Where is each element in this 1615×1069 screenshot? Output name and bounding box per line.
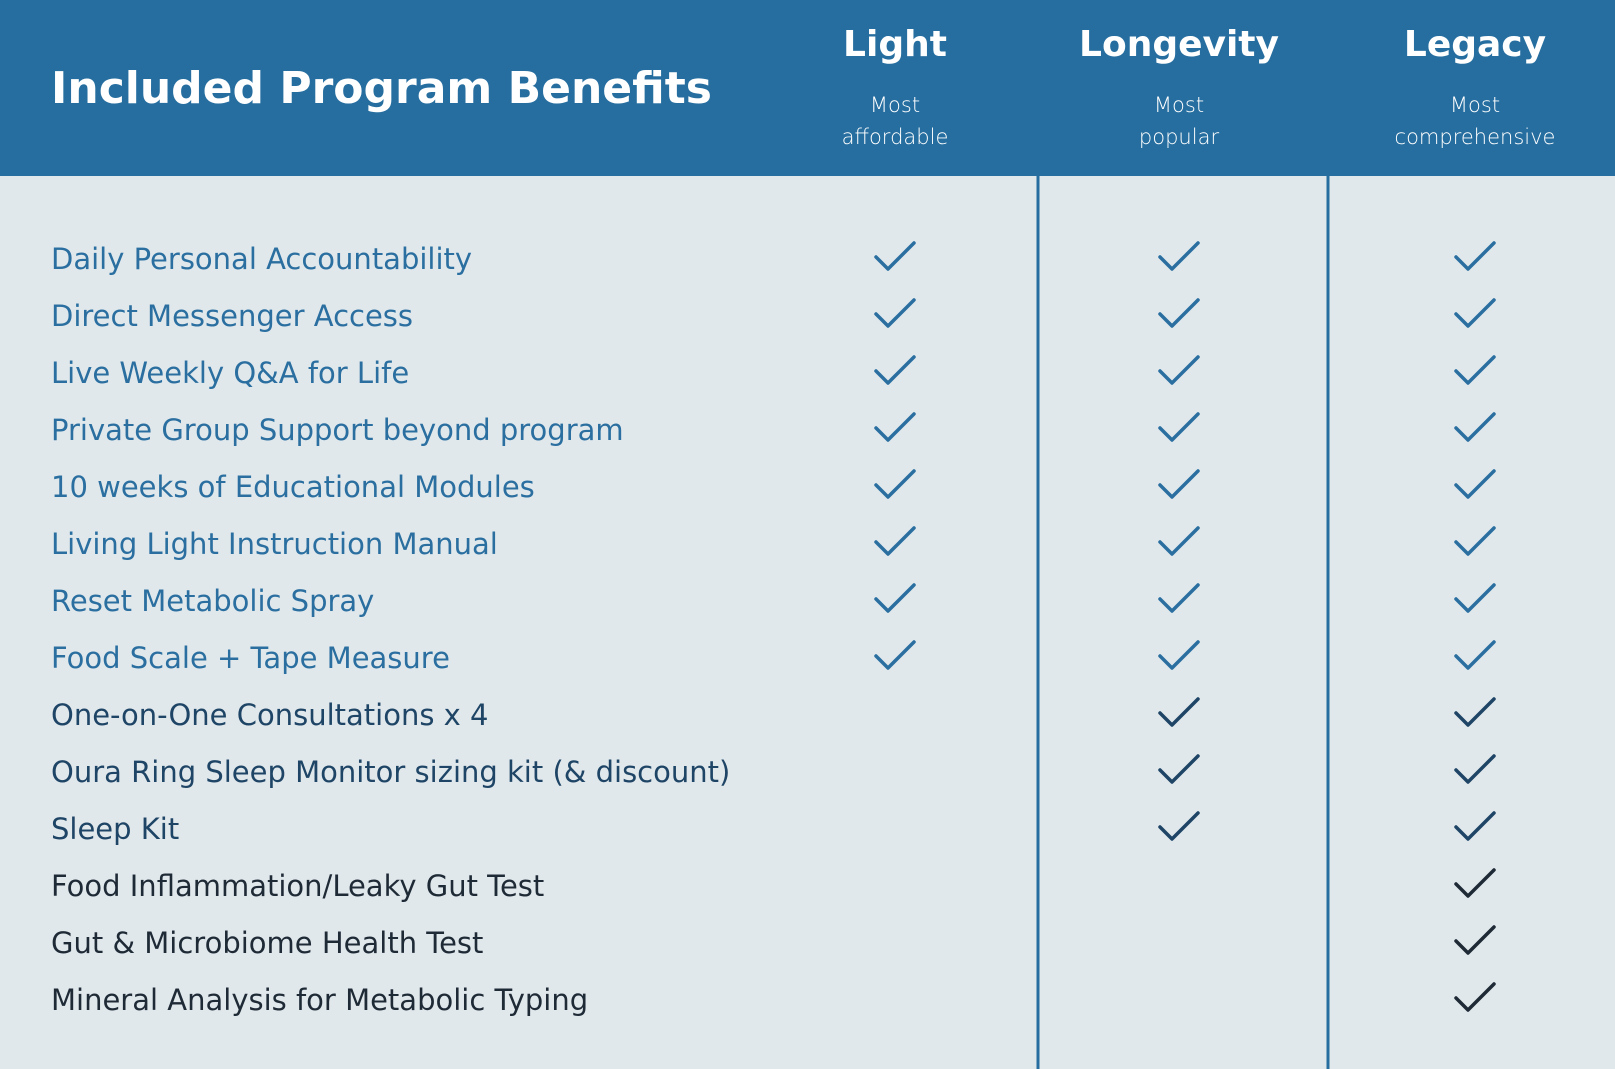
check	[874, 469, 916, 499]
check	[1454, 811, 1496, 841]
check	[874, 583, 916, 613]
plan-name: Light	[843, 24, 947, 65]
benefit-label: Gut & Microbiome Health Test	[51, 926, 483, 960]
check	[1454, 640, 1496, 670]
check	[1454, 982, 1496, 1012]
check	[1158, 355, 1200, 385]
check	[1454, 412, 1496, 442]
plan-subtitle: affordable	[842, 125, 949, 149]
benefit-label: Daily Personal Accountability	[51, 242, 472, 276]
check	[874, 298, 916, 328]
benefit-label: Sleep Kit	[51, 812, 179, 846]
check	[1454, 298, 1496, 328]
check	[1454, 868, 1496, 898]
benefit-label: Private Group Support beyond program	[51, 413, 624, 447]
benefit-label: Oura Ring Sleep Monitor sizing kit (& di…	[51, 755, 730, 789]
benefit-label: Food Scale + Tape Measure	[51, 641, 450, 675]
check	[1158, 640, 1200, 670]
check	[1158, 526, 1200, 556]
check	[1454, 526, 1496, 556]
plan-subtitle: popular	[1139, 125, 1220, 149]
check	[874, 640, 916, 670]
benefit-label: 10 weeks of Educational Modules	[51, 470, 535, 504]
check	[874, 412, 916, 442]
header-bar	[0, 0, 1615, 176]
check	[1158, 241, 1200, 271]
check	[1454, 583, 1496, 613]
check	[1454, 241, 1496, 271]
check	[1158, 469, 1200, 499]
plan-name: Longevity	[1079, 24, 1279, 65]
check	[874, 241, 916, 271]
header-title: Included Program Benefits	[51, 63, 712, 114]
check	[1454, 469, 1496, 499]
benefit-label: Living Light Instruction Manual	[51, 527, 498, 561]
check	[1454, 754, 1496, 784]
plan-subtitle: Most	[870, 93, 920, 117]
check	[1454, 697, 1496, 727]
check	[1158, 811, 1200, 841]
check	[1158, 583, 1200, 613]
check	[874, 526, 916, 556]
plan-subtitle: Most	[1450, 93, 1500, 117]
plan-name: Legacy	[1404, 24, 1546, 65]
check	[1158, 754, 1200, 784]
check	[874, 355, 916, 385]
benefit-label: Direct Messenger Access	[51, 299, 413, 333]
benefit-label: One-on-One Consultations x 4	[51, 698, 488, 732]
check	[1454, 355, 1496, 385]
check	[1158, 298, 1200, 328]
benefit-label: Live Weekly Q&A for Life	[51, 356, 409, 390]
plan-subtitle: Most	[1154, 93, 1204, 117]
plan-subtitle: comprehensive	[1395, 125, 1556, 149]
benefit-label: Reset Metabolic Spray	[51, 584, 374, 618]
benefit-label: Mineral Analysis for Metabolic Typing	[51, 983, 588, 1017]
benefit-label: Food Inflammation/Leaky Gut Test	[51, 869, 544, 903]
check	[1158, 697, 1200, 727]
check	[1158, 412, 1200, 442]
check	[1454, 925, 1496, 955]
